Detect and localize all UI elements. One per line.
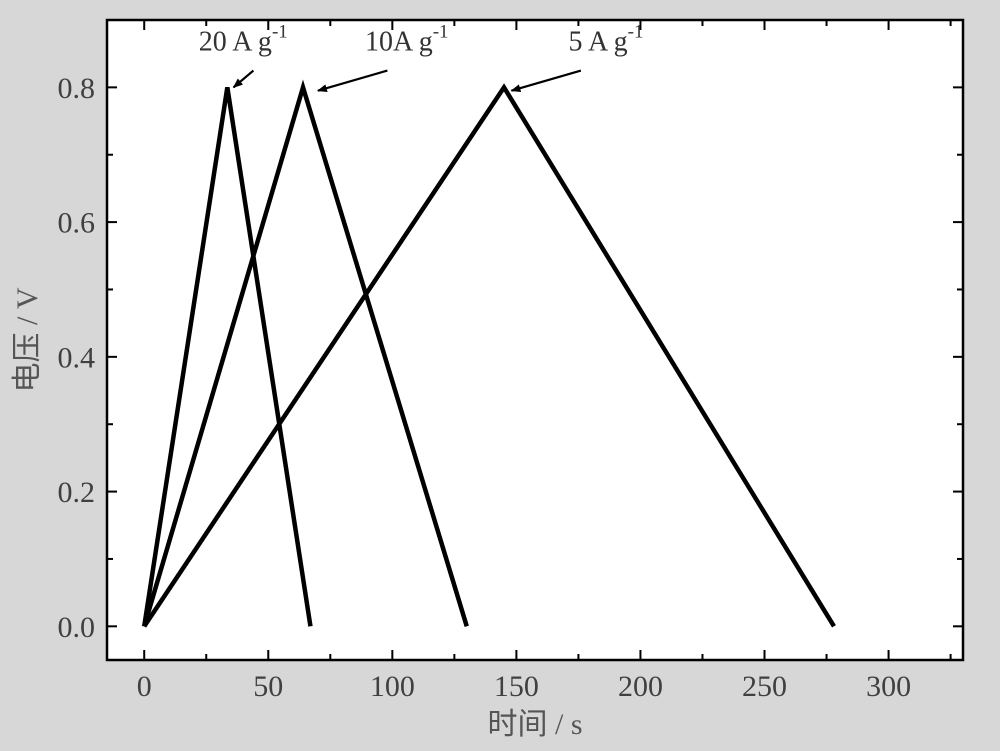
x-axis-label: 时间 / s	[487, 708, 582, 741]
y-tick-label: 0.0	[58, 611, 96, 644]
x-tick-label: 50	[253, 670, 283, 703]
y-tick-label: 0.2	[58, 476, 96, 509]
y-tick-label: 0.6	[58, 207, 96, 240]
x-tick-label: 250	[742, 670, 787, 703]
y-tick-label: 0.8	[58, 72, 96, 105]
x-tick-label: 100	[370, 670, 415, 703]
plot-area	[107, 20, 963, 660]
gcd-chart: 0 50 100 150 200 250 300 0.0 0.2 0.4 0.6 0.8 时间 / s 电…	[0, 0, 1000, 751]
chart-container: 0 50 100 150 200 250 300 0.0 0.2 0.4 0.6 0.8 时间 / s 电…	[0, 0, 1000, 751]
y-axis-label: 电压 / V	[11, 287, 44, 392]
x-tick-label: 200	[618, 670, 663, 703]
y-tick-label: 0.4	[58, 341, 96, 374]
x-tick-label: 150	[494, 670, 539, 703]
x-tick-label: 300	[866, 670, 911, 703]
x-tick-label: 0	[137, 670, 152, 703]
